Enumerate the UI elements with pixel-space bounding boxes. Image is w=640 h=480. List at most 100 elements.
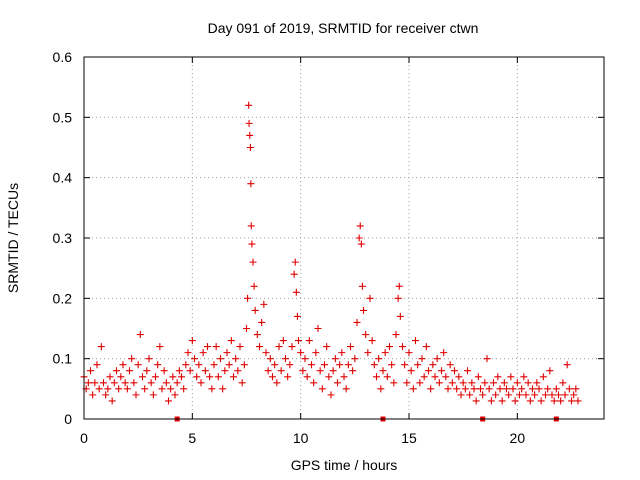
data-point (95, 385, 103, 393)
x-tick-label: 15 (401, 430, 417, 446)
data-point (537, 397, 545, 405)
data-point (160, 367, 168, 375)
data-point (182, 361, 190, 369)
data-point (197, 379, 205, 387)
data-point (446, 361, 454, 369)
data-point (208, 385, 216, 393)
data-point (248, 240, 256, 248)
data-point (546, 367, 554, 375)
y-tick-label: 0.1 (53, 351, 73, 367)
data-point (455, 373, 463, 381)
data-point (507, 373, 515, 381)
data-point (238, 379, 246, 387)
data-point (246, 131, 254, 139)
data-point (329, 367, 337, 375)
data-point (472, 397, 480, 405)
data-point (277, 367, 285, 375)
data-point (117, 373, 125, 381)
data-point (244, 294, 252, 302)
data-point (338, 349, 346, 357)
data-point (193, 373, 201, 381)
data-point (379, 367, 387, 375)
data-point (373, 373, 380, 381)
data-point (535, 385, 543, 393)
data-point (115, 385, 123, 393)
data-point (503, 385, 510, 393)
data-point (442, 373, 450, 381)
data-point (273, 379, 281, 387)
data-point (251, 306, 259, 314)
data-point (574, 397, 582, 405)
data-point (357, 240, 365, 248)
data-point (126, 367, 133, 375)
data-point (318, 385, 326, 393)
data-point (412, 337, 419, 345)
data-point (496, 385, 504, 393)
data-point (351, 355, 359, 363)
data-point (425, 367, 432, 375)
data-point (262, 349, 270, 357)
data-point (312, 349, 320, 357)
chart-title: Day 091 of 2019, SRMTID for receiver ctw… (208, 20, 479, 36)
data-point (201, 367, 209, 375)
data-point (295, 337, 302, 345)
data-point (403, 379, 411, 387)
data-point (358, 282, 366, 290)
data-point (119, 361, 127, 369)
data-point (271, 361, 279, 369)
data-point (550, 397, 558, 405)
data-point (199, 349, 207, 357)
data-point (305, 337, 313, 345)
data-point (245, 101, 253, 109)
data-point (162, 379, 170, 387)
data-point (418, 355, 426, 363)
data-point (97, 343, 105, 351)
data-point (264, 367, 272, 375)
data-point (494, 373, 502, 381)
data-point (186, 367, 194, 375)
data-point (459, 379, 467, 387)
y-axis-label: SRMTID / TECUs (5, 183, 21, 293)
data-point (542, 391, 549, 399)
data-point (474, 373, 482, 381)
data-point (139, 373, 146, 381)
data-point (470, 385, 478, 393)
data-point (284, 373, 292, 381)
data-point (245, 119, 253, 127)
data-point (214, 373, 222, 381)
data-point (557, 397, 565, 405)
data-point (407, 367, 415, 375)
data-point (368, 337, 376, 345)
data-point (230, 373, 237, 381)
data-point (191, 355, 198, 363)
data-point (405, 349, 413, 357)
y-tick-label: 0.6 (53, 49, 73, 65)
data-point (422, 343, 430, 351)
data-point (466, 391, 474, 399)
data-point (344, 361, 352, 369)
data-point (381, 349, 389, 357)
data-point (568, 397, 575, 405)
data-point (104, 385, 112, 393)
data-point (362, 331, 370, 339)
data-point (396, 312, 404, 320)
data-point (451, 367, 458, 375)
data-point (171, 391, 179, 399)
data-point (526, 397, 534, 405)
data-point (266, 355, 274, 363)
data-point (154, 361, 162, 369)
data-point (240, 361, 248, 369)
data-point (388, 361, 396, 369)
data-point (206, 373, 214, 381)
data-point (360, 306, 367, 314)
data-point (420, 373, 428, 381)
data-point (321, 361, 328, 369)
data-point (464, 367, 471, 375)
data-point (128, 355, 136, 363)
data-point (247, 180, 255, 188)
data-point (149, 391, 157, 399)
y-tick-label: 0 (64, 411, 72, 427)
data-point (386, 343, 393, 351)
data-point (246, 144, 254, 151)
data-point (108, 397, 116, 405)
